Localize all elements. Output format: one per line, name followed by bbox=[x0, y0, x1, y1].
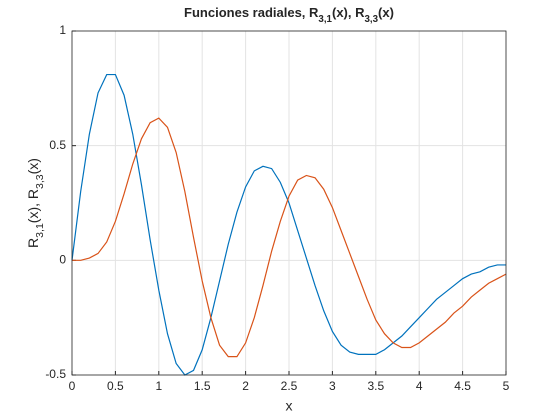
y-axis-label: R3,1(x), R3,3(x) bbox=[25, 158, 46, 248]
line-series bbox=[72, 117, 507, 358]
text-part: (x) bbox=[25, 158, 41, 174]
subscript: 3,3 bbox=[364, 14, 378, 25]
x-tick-label: 0.5 bbox=[107, 379, 124, 393]
y-tick-label: 0.5 bbox=[49, 138, 66, 152]
x-tick-label: 4 bbox=[416, 379, 423, 393]
y-tick-label: -0.5 bbox=[45, 367, 66, 381]
text-part: R bbox=[25, 238, 41, 248]
x-tick-label: 1.5 bbox=[194, 379, 211, 393]
subscript: 3,1 bbox=[34, 223, 46, 238]
subscript: 3,3 bbox=[34, 174, 46, 189]
x-tick-label: 1 bbox=[155, 379, 162, 393]
text-part: (x), R bbox=[25, 189, 41, 223]
x-tick-label: 3 bbox=[329, 379, 336, 393]
y-tick-label: 1 bbox=[59, 23, 66, 37]
y-tick-label: 0 bbox=[59, 253, 66, 267]
x-tick-label: 2 bbox=[242, 379, 249, 393]
x-tick-label: 2.5 bbox=[281, 379, 298, 393]
text-part: (x) bbox=[378, 5, 394, 20]
x-tick-label: 5 bbox=[503, 379, 510, 393]
x-tick-label: 3.5 bbox=[367, 379, 384, 393]
x-axis-label: x bbox=[286, 398, 293, 414]
chart-title: Funciones radiales, R3,1(x), R3,3(x) bbox=[184, 5, 394, 25]
subscript: 3,1 bbox=[318, 14, 332, 25]
x-tick-label: 0 bbox=[69, 379, 76, 393]
text-part: (x), R bbox=[332, 5, 365, 20]
line-series bbox=[71, 73, 506, 376]
text-part: Funciones radiales, R bbox=[184, 5, 319, 20]
plot-frame bbox=[71, 30, 507, 376]
x-tick-label: 4.5 bbox=[454, 379, 471, 393]
